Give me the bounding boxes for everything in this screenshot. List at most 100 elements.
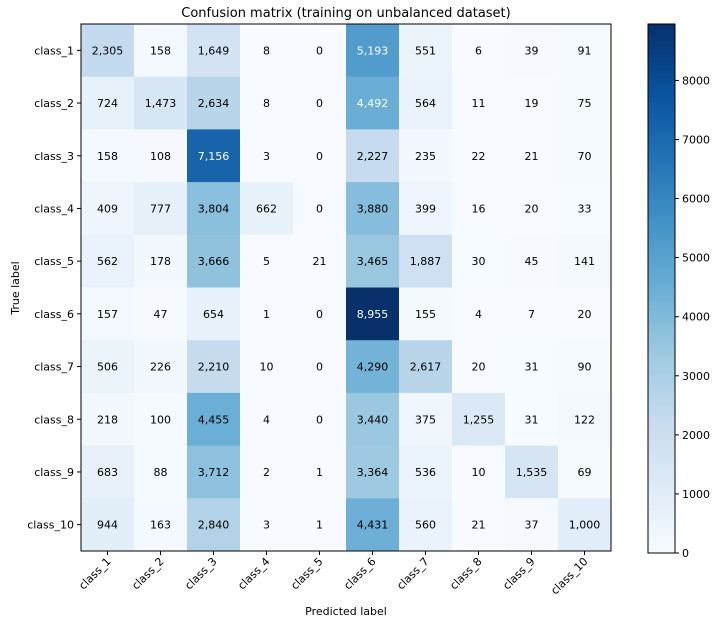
cell-value-label: 551: [415, 44, 436, 57]
y-tick-label: class_3: [34, 150, 74, 163]
cell-value-label: 20: [472, 361, 486, 374]
heatmap-cell: [134, 234, 188, 288]
cell-value-label: 0: [316, 308, 323, 321]
heatmap-cell: [558, 498, 612, 552]
cell-value-label: 10: [472, 466, 486, 479]
heatmap-cell: [558, 287, 612, 341]
cell-value-label: 155: [415, 308, 436, 321]
heatmap-cell: [452, 340, 506, 394]
cell-value-label: 683: [97, 466, 118, 479]
cell-value-label: 21: [525, 150, 539, 163]
heatmap-cell: [293, 340, 347, 394]
heatmap-cell: [187, 340, 241, 394]
heatmap-cell: [505, 234, 559, 288]
cell-value-label: 16: [472, 202, 486, 215]
colorbar-ticks: 0 1000 2000 3000 4000 5000 6000 7000 8000: [675, 74, 710, 560]
heatmap-cell: [399, 445, 453, 499]
heatmap-cell: [399, 392, 453, 447]
cell-value-label: 1,255: [463, 413, 495, 426]
cell-value-label: 157: [97, 308, 118, 321]
cell-value-label: 1: [316, 466, 323, 479]
colorbar-tick-label: 7000: [682, 133, 710, 146]
cell-value-label: 564: [415, 97, 436, 110]
cell-value-label: 662: [256, 202, 277, 215]
heatmap-cell: [187, 287, 241, 341]
heatmap-cell: [293, 24, 347, 78]
heatmap-cell: [505, 182, 559, 236]
heatmap-cell: [293, 498, 347, 552]
cell-value-label: 158: [150, 44, 171, 57]
heatmap-cell: [505, 24, 559, 78]
heatmap-cell: [399, 182, 453, 236]
heatmap-cell: [346, 287, 400, 341]
cell-value-label: 1,000: [569, 519, 601, 532]
heatmap-cell: [187, 498, 241, 552]
y-tick-label: class_7: [34, 361, 74, 374]
heatmap-cell: [293, 234, 347, 288]
cell-value-label: 22: [472, 150, 486, 163]
x-tick-label: class_10: [548, 555, 590, 597]
cell-value-label: 7: [528, 308, 535, 321]
x-tick-label: class_7: [394, 555, 431, 592]
heatmap-cell: [293, 182, 347, 236]
heatmap-cell: [399, 76, 453, 130]
heatmap-cell: [505, 498, 559, 552]
cell-value-label: 506: [97, 361, 118, 374]
heatmap-cell: [81, 340, 135, 394]
heatmap-cell: [187, 234, 241, 288]
heatmap-cell: [293, 392, 347, 447]
cell-value-label: 2,617: [410, 361, 442, 374]
cell-value-label: 8: [263, 44, 270, 57]
heatmap-cell: [346, 234, 400, 288]
cell-value-label: 3,880: [357, 202, 389, 215]
cell-value-label: 4,431: [357, 519, 389, 532]
cell-value-label: 1: [263, 308, 270, 321]
heatmap-cell: [452, 445, 506, 499]
heatmap-cell: [452, 498, 506, 552]
heatmap-cell: [399, 234, 453, 288]
heatmap-cell: [81, 392, 135, 447]
cell-value-label: 4,455: [198, 413, 230, 426]
heatmap-cell: [558, 182, 612, 236]
heatmap-cell: [81, 445, 135, 499]
cell-value-label: 235: [415, 150, 436, 163]
cell-value-label: 724: [97, 97, 118, 110]
cell-value-label: 69: [578, 466, 592, 479]
heatmap-cell: [558, 234, 612, 288]
colorbar-tick-label: 5000: [682, 252, 710, 265]
heatmap-cell: [346, 340, 400, 394]
cell-value-label: 3,666: [198, 255, 230, 268]
heatmap-cell: [134, 392, 188, 447]
heatmap-cell: [134, 287, 188, 341]
x-tick-label: class_4: [235, 555, 272, 592]
heatmap-cell: [240, 340, 294, 394]
colorbar-tick-label: 8000: [682, 74, 710, 87]
cell-value-label: 0: [316, 202, 323, 215]
cell-value-label: 19: [525, 97, 539, 110]
heatmap-cell: [187, 445, 241, 499]
cell-value-label: 3,440: [357, 413, 389, 426]
heatmap-cells: [81, 24, 612, 552]
colorbar-tick-label: 6000: [682, 193, 710, 206]
cell-value-label: 158: [97, 150, 118, 163]
x-tick-label: class_2: [129, 555, 166, 592]
heatmap-cell: [346, 182, 400, 236]
cell-value-label: 562: [97, 255, 118, 268]
cell-value-label: 91: [578, 44, 592, 57]
cell-value-label: 178: [150, 255, 171, 268]
x-tick-label: class_8: [447, 555, 484, 592]
cell-value-label: 75: [578, 97, 592, 110]
heatmap-cell: [558, 24, 612, 78]
cell-value-label: 2,227: [357, 150, 389, 163]
cell-value-label: 1,535: [516, 466, 548, 479]
colorbar-tick-label: 4000: [682, 311, 710, 324]
heatmap-cell: [346, 498, 400, 552]
x-tick-label: class_3: [182, 555, 219, 592]
heatmap-cell: [81, 498, 135, 552]
cell-value-label: 3,364: [357, 466, 389, 479]
cell-value-label: 11: [472, 97, 486, 110]
cell-value-label: 399: [415, 202, 436, 215]
heatmap-cell: [505, 340, 559, 394]
y-axis-label: True label: [9, 261, 22, 315]
